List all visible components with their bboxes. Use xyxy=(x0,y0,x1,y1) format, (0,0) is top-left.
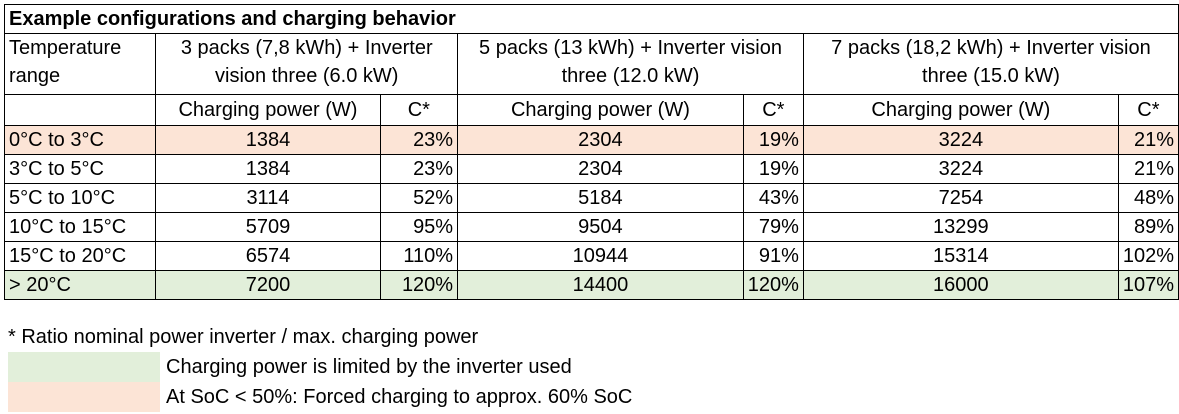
table-title: Example configurations and charging beha… xyxy=(4,4,1179,34)
power-cell: 5709 xyxy=(155,212,381,242)
footnote: * Ratio nominal power inverter / max. ch… xyxy=(8,322,632,352)
subheader-charging-power: Charging power (W) xyxy=(802,94,1119,126)
c-cell: 19% xyxy=(742,125,804,155)
subheader-c-ratio: C* xyxy=(742,94,804,126)
c-cell: 43% xyxy=(742,183,804,213)
power-cell: 2304 xyxy=(457,125,744,155)
temperature-cell: 5°C to 10°C xyxy=(3,183,157,213)
power-cell: 10944 xyxy=(457,241,744,271)
power-cell: 13299 xyxy=(802,212,1119,242)
orange-legend-text: At SoC < 50%: Forced charging to approx.… xyxy=(166,386,633,408)
subheader-empty xyxy=(3,94,157,126)
temperature-cell: 10°C to 15°C xyxy=(3,212,157,242)
power-cell: 14400 xyxy=(457,270,744,300)
footnote-text: * Ratio nominal power inverter / max. ch… xyxy=(8,326,479,348)
c-cell: 91% xyxy=(742,241,804,271)
c-cell: 102% xyxy=(1117,241,1179,271)
charging-table: Example configurations and charging beha… xyxy=(3,4,1179,300)
green-swatch xyxy=(8,352,160,382)
power-cell: 3224 xyxy=(802,125,1119,155)
temperature-range-header: Temperature range xyxy=(3,33,157,95)
power-cell: 15314 xyxy=(802,241,1119,271)
table-row: 10°C to 15°C 5709 95% 9504 79% 13299 89% xyxy=(3,212,1179,242)
c-cell: 120% xyxy=(742,270,804,300)
legend-orange: At SoC < 50%: Forced charging to approx.… xyxy=(8,382,632,412)
temperature-cell: > 20°C xyxy=(3,270,157,300)
config-header-7-packs: 7 packs (18,2 kWh) + Inverter vision thr… xyxy=(802,33,1179,95)
c-cell: 19% xyxy=(742,154,804,184)
power-cell: 7200 xyxy=(155,270,381,300)
c-cell: 23% xyxy=(379,154,459,184)
legend-green: Charging power is limited by the inverte… xyxy=(8,352,632,382)
c-cell: 120% xyxy=(379,270,459,300)
c-cell: 23% xyxy=(379,125,459,155)
power-cell: 9504 xyxy=(457,212,744,242)
green-legend-text: Charging power is limited by the inverte… xyxy=(166,356,572,378)
c-cell: 48% xyxy=(1117,183,1179,213)
table-row: > 20°C 7200 120% 14400 120% 16000 107% xyxy=(3,270,1179,300)
power-cell: 3114 xyxy=(155,183,381,213)
c-cell: 21% xyxy=(1117,154,1179,184)
power-cell: 3224 xyxy=(802,154,1119,184)
c-cell: 89% xyxy=(1117,212,1179,242)
temperature-cell: 0°C to 3°C xyxy=(3,125,157,155)
power-cell: 1384 xyxy=(155,125,381,155)
power-cell: 5184 xyxy=(457,183,744,213)
table-row: 3°C to 5°C 1384 23% 2304 19% 3224 21% xyxy=(3,154,1179,184)
orange-swatch xyxy=(8,382,160,412)
c-cell: 79% xyxy=(742,212,804,242)
power-cell: 7254 xyxy=(802,183,1119,213)
subheader-c-ratio: C* xyxy=(1117,94,1179,126)
power-cell: 1384 xyxy=(155,154,381,184)
notes-section: * Ratio nominal power inverter / max. ch… xyxy=(8,322,632,412)
table-row: 5°C to 10°C 3114 52% 5184 43% 7254 48% xyxy=(3,183,1179,213)
config-header-3-packs: 3 packs (7,8 kWh) + Inverter vision thre… xyxy=(155,33,459,95)
subheader-charging-power: Charging power (W) xyxy=(155,94,381,126)
subheader-charging-power: Charging power (W) xyxy=(457,94,744,126)
power-cell: 6574 xyxy=(155,241,381,271)
config-header-5-packs: 5 packs (13 kWh) + Inverter vision three… xyxy=(457,33,804,95)
power-cell: 2304 xyxy=(457,154,744,184)
c-cell: 110% xyxy=(379,241,459,271)
table-row: 15°C to 20°C 6574 110% 10944 91% 15314 1… xyxy=(3,241,1179,271)
temperature-cell: 3°C to 5°C xyxy=(3,154,157,184)
temperature-cell: 15°C to 20°C xyxy=(3,241,157,271)
power-cell: 16000 xyxy=(802,270,1119,300)
table-row: 0°C to 3°C 1384 23% 2304 19% 3224 21% xyxy=(3,125,1179,155)
c-cell: 21% xyxy=(1117,125,1179,155)
c-cell: 52% xyxy=(379,183,459,213)
subheader-c-ratio: C* xyxy=(379,94,459,126)
c-cell: 95% xyxy=(379,212,459,242)
c-cell: 107% xyxy=(1117,270,1179,300)
